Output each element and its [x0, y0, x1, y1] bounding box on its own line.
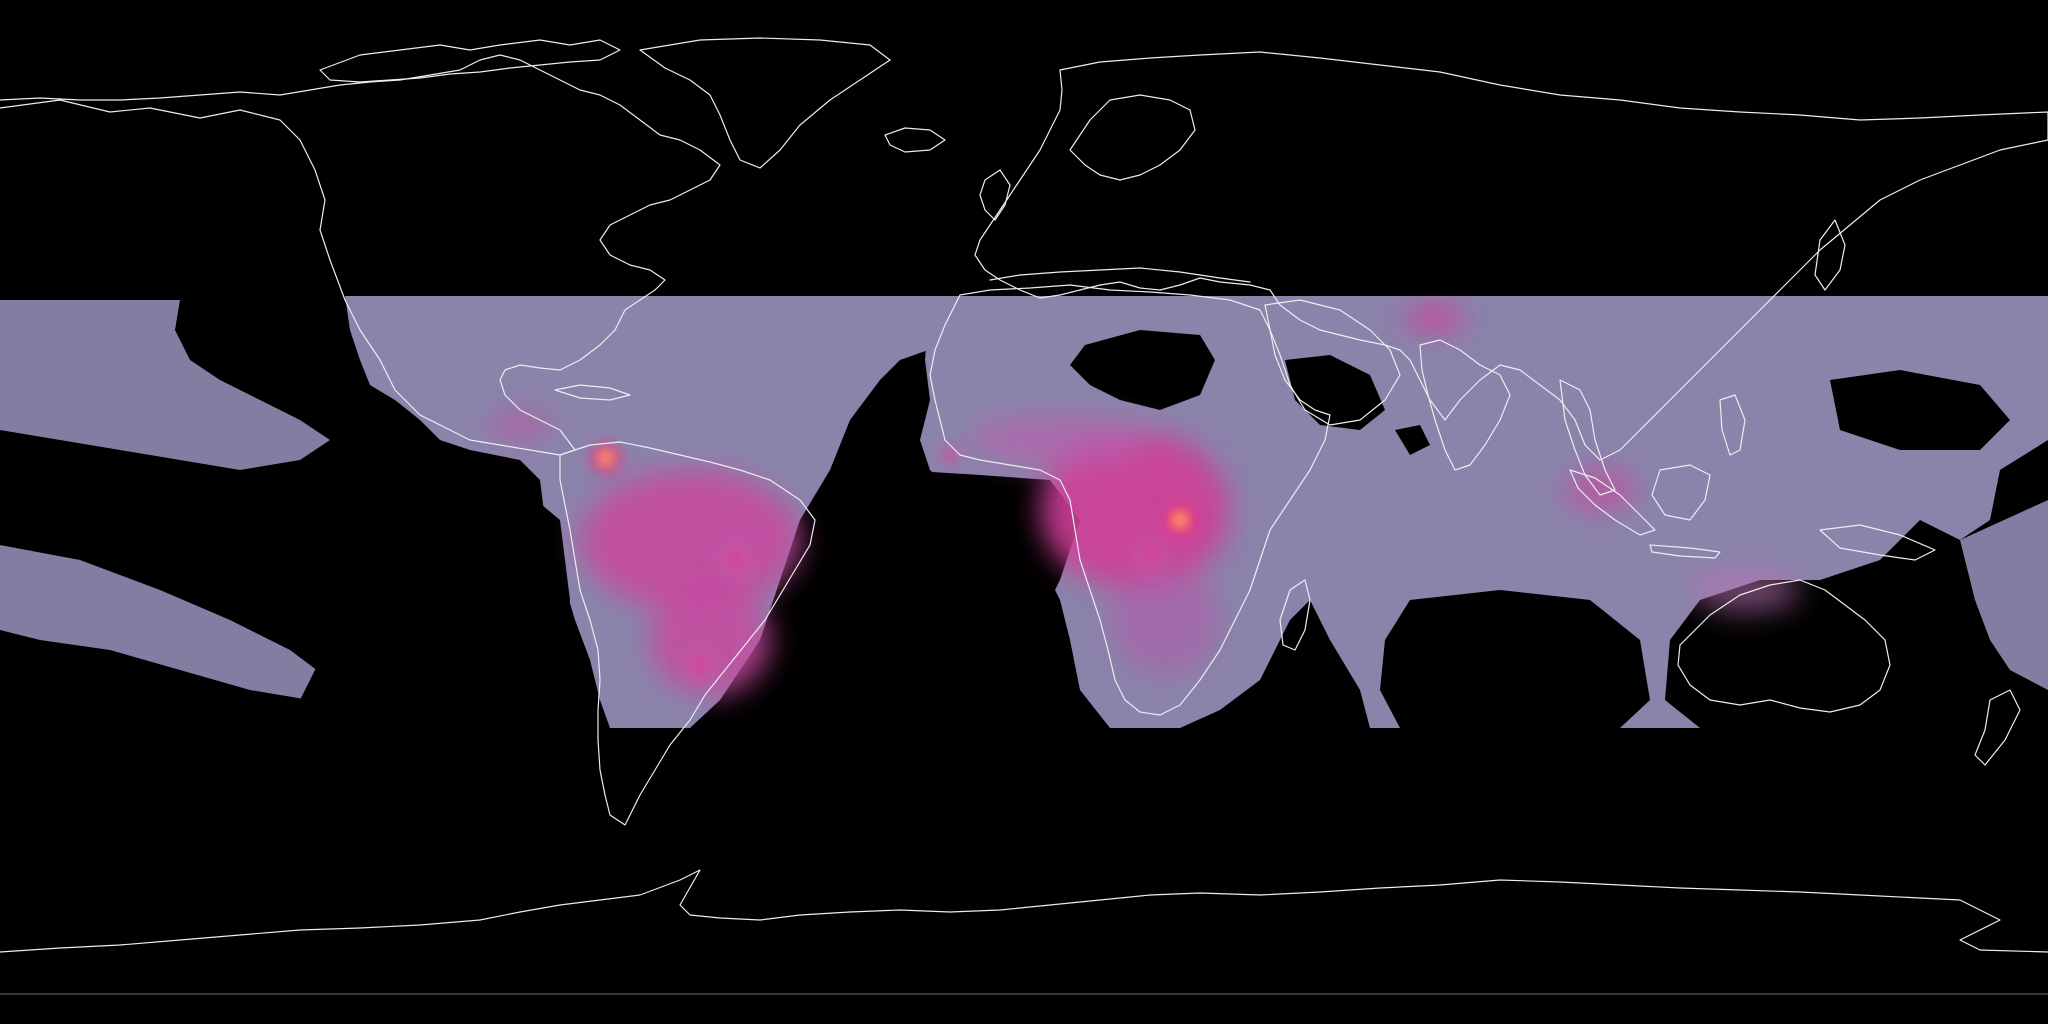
coverage-pacific-north [0, 300, 330, 470]
hot-maracaibo [586, 438, 626, 478]
hot-congo [1128, 533, 1172, 577]
coast-africa [929, 284, 1331, 716]
gap-south-atlantic [810, 470, 1080, 728]
coast-antarctica [0, 869, 2048, 953]
coast-new-zealand [1974, 689, 2021, 766]
hot-parana [678, 643, 722, 687]
warm-himalaya [1405, 303, 1465, 333]
coast-british-isles [979, 169, 1011, 221]
coast-australia [1677, 579, 1891, 713]
coast-japan [1814, 219, 1846, 291]
warm-central-america [490, 411, 550, 439]
coastlines [0, 37, 2048, 995]
gap-arabia [1285, 355, 1385, 430]
coast-india [1419, 339, 1511, 471]
gap-pacific-east [300, 470, 570, 728]
hot-amazon [711, 536, 759, 584]
coast-scandinavia [1069, 94, 1196, 181]
coast-se-asia [1559, 379, 1616, 496]
coast-greenland [639, 37, 891, 169]
coverage-pacific-southwest [1960, 500, 2048, 690]
warm-west-africa [970, 415, 1150, 465]
coast-java [1649, 544, 1721, 559]
coast-arctic-islands [319, 39, 621, 83]
gap-bay-scatter [1395, 425, 1430, 455]
coast-philippines [1719, 394, 1746, 456]
coast-madagascar [1279, 579, 1311, 651]
coast-south-america [559, 441, 816, 826]
warm-australia-north [1690, 568, 1800, 612]
warm-southern-africa [1110, 565, 1220, 675]
coast-borneo [1651, 464, 1711, 521]
coast-mediterranean [989, 267, 1251, 283]
coast-arabia [1264, 299, 1401, 426]
gap-sahara [1070, 330, 1215, 410]
hot-guinea [936, 441, 964, 469]
data-band [0, 296, 2048, 728]
coast-iceland [884, 127, 946, 153]
warm-congo [1040, 430, 1230, 590]
gap-west-pacific [1830, 370, 2010, 450]
coast-eurasia [974, 51, 2048, 461]
coast-new-guinea [1819, 524, 1936, 561]
coast-sumatra [1569, 469, 1656, 536]
coverage-pacific-south [0, 545, 330, 700]
gap-indian-ocean [1380, 590, 1650, 728]
hot-congo-east [1158, 498, 1202, 542]
coast-north-america [0, 54, 721, 456]
warm-sumatra [1565, 468, 1635, 512]
coast-caribbean [554, 384, 631, 401]
